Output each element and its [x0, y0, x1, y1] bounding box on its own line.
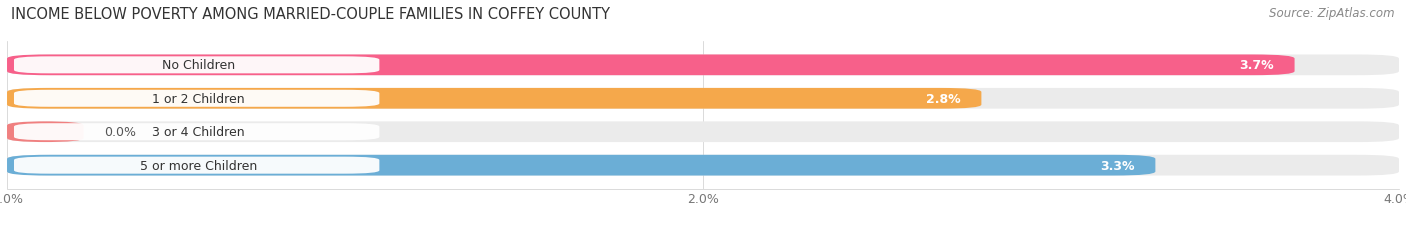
FancyBboxPatch shape [7, 122, 1399, 143]
FancyBboxPatch shape [7, 122, 83, 143]
Text: 1 or 2 Children: 1 or 2 Children [152, 92, 245, 105]
Text: Source: ZipAtlas.com: Source: ZipAtlas.com [1270, 7, 1395, 20]
FancyBboxPatch shape [7, 155, 1399, 176]
FancyBboxPatch shape [7, 55, 1399, 76]
Text: 0.0%: 0.0% [104, 126, 136, 139]
Text: 3.7%: 3.7% [1239, 59, 1274, 72]
Text: 3 or 4 Children: 3 or 4 Children [152, 126, 245, 139]
Text: 5 or more Children: 5 or more Children [139, 159, 257, 172]
FancyBboxPatch shape [7, 55, 1295, 76]
Text: No Children: No Children [162, 59, 235, 72]
FancyBboxPatch shape [14, 57, 380, 74]
FancyBboxPatch shape [7, 88, 981, 109]
FancyBboxPatch shape [14, 124, 380, 141]
FancyBboxPatch shape [7, 155, 1156, 176]
FancyBboxPatch shape [14, 157, 380, 174]
FancyBboxPatch shape [14, 90, 380, 107]
FancyBboxPatch shape [7, 88, 1399, 109]
Text: 2.8%: 2.8% [927, 92, 960, 105]
Text: 3.3%: 3.3% [1099, 159, 1135, 172]
Text: INCOME BELOW POVERTY AMONG MARRIED-COUPLE FAMILIES IN COFFEY COUNTY: INCOME BELOW POVERTY AMONG MARRIED-COUPL… [11, 7, 610, 22]
